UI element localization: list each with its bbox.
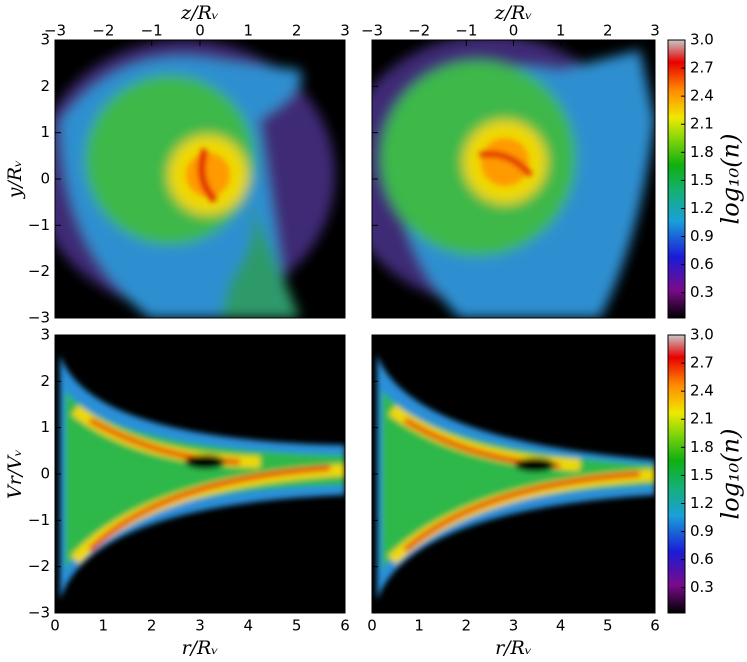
x-tick-label: 2 xyxy=(603,22,613,40)
x-tick-label: −2 xyxy=(408,22,430,40)
x-tick-label: 4 xyxy=(244,617,254,635)
y-axis-label: Vr/Vᵥ xyxy=(4,449,26,499)
phase-space-image xyxy=(372,335,655,613)
y-tick-label: 0 xyxy=(40,465,50,483)
x-axis-label: r/Rᵥ xyxy=(182,637,219,659)
colorbar-tick-label: 0.9 xyxy=(690,522,714,540)
x-tick-label: 6 xyxy=(650,617,660,635)
x-tick-label: 0 xyxy=(367,617,377,635)
x-axis-label: r/Rᵥ xyxy=(495,637,532,659)
y-tick-label: 2 xyxy=(40,77,50,95)
colorbar-tick-label: 2.7 xyxy=(690,354,714,372)
colorbar-tick-label: 0.9 xyxy=(690,227,714,245)
colorbar-tick-label: 2.1 xyxy=(690,410,714,428)
y-tick-label: −2 xyxy=(28,262,50,280)
x-tick-label: 4 xyxy=(556,617,566,635)
y-tick-label: −3 xyxy=(28,309,50,327)
x-tick-label: 3 xyxy=(509,617,519,635)
colorbar-tick-label: 3.0 xyxy=(690,326,714,344)
x-tick-label: 0 xyxy=(509,22,519,40)
y-tick-label: −2 xyxy=(28,557,50,575)
x-tick-label: 1 xyxy=(244,22,254,40)
y-tick-label: 3 xyxy=(40,31,50,49)
colorbar-tick-label: 3.0 xyxy=(690,31,714,49)
x-tick-label: 0 xyxy=(50,617,60,635)
x-axis-label: z/Rᵥ xyxy=(180,2,219,24)
colorbar-tick-label: 1.8 xyxy=(690,143,714,161)
x-tick-label: 2 xyxy=(462,617,472,635)
y-tick-label: −1 xyxy=(28,511,50,529)
x-tick-label: −1 xyxy=(455,22,477,40)
phase-space-image xyxy=(55,335,345,613)
x-tick-label: −3 xyxy=(44,22,66,40)
colorbar-tick-label: 1.5 xyxy=(690,171,714,189)
y-tick-label: 1 xyxy=(40,123,50,141)
x-tick-label: 5 xyxy=(603,617,613,635)
x-tick-label: 1 xyxy=(99,617,109,635)
x-tick-label: 2 xyxy=(292,22,302,40)
colorbar-tick-label: 2.7 xyxy=(690,59,714,77)
colorbar-tick-label: 2.4 xyxy=(690,382,714,400)
colorbar-tick-label: 1.5 xyxy=(690,466,714,484)
x-tick-label: 3 xyxy=(340,22,350,40)
x-tick-label: 3 xyxy=(650,22,660,40)
colorbar-tick-label: 1.8 xyxy=(690,438,714,456)
y-tick-label: 0 xyxy=(40,170,50,188)
colorbar-tick-label: 0.6 xyxy=(690,550,714,568)
colorbar xyxy=(667,334,686,614)
x-tick-label: 5 xyxy=(292,617,302,635)
colorbar-label: log₁₀(n) xyxy=(717,429,745,520)
x-axis-label: z/Rᵥ xyxy=(494,2,533,24)
y-axis-label: y/Rᵥ xyxy=(4,160,26,200)
colorbar-tick-label: 2.1 xyxy=(690,115,714,133)
colorbar xyxy=(667,39,686,319)
y-tick-label: −3 xyxy=(28,604,50,622)
x-tick-label: −1 xyxy=(141,22,163,40)
y-tick-label: 3 xyxy=(40,326,50,344)
y-tick-label: 1 xyxy=(40,418,50,436)
x-tick-label: 2 xyxy=(147,617,157,635)
x-tick-label: 3 xyxy=(195,617,205,635)
x-tick-label: 6 xyxy=(340,617,350,635)
colorbar-label: log₁₀(n) xyxy=(717,134,745,225)
colorbar-tick-label: 0.3 xyxy=(690,578,714,596)
colorbar-tick-label: 1.2 xyxy=(690,494,714,512)
x-tick-label: 0 xyxy=(195,22,205,40)
colorbar-tick-label: 2.4 xyxy=(690,87,714,105)
colorbar-tick-label: 0.6 xyxy=(690,255,714,273)
colorbar-tick-label: 1.2 xyxy=(690,199,714,217)
x-tick-label: −2 xyxy=(92,22,114,40)
colorbar-tick-label: 0.3 xyxy=(690,283,714,301)
x-tick-label: 1 xyxy=(414,617,424,635)
y-tick-label: −1 xyxy=(28,216,50,234)
x-tick-label: 1 xyxy=(556,22,566,40)
density-image xyxy=(372,40,655,318)
y-tick-label: 2 xyxy=(40,372,50,390)
density-image xyxy=(55,40,345,318)
x-tick-label: −3 xyxy=(361,22,383,40)
